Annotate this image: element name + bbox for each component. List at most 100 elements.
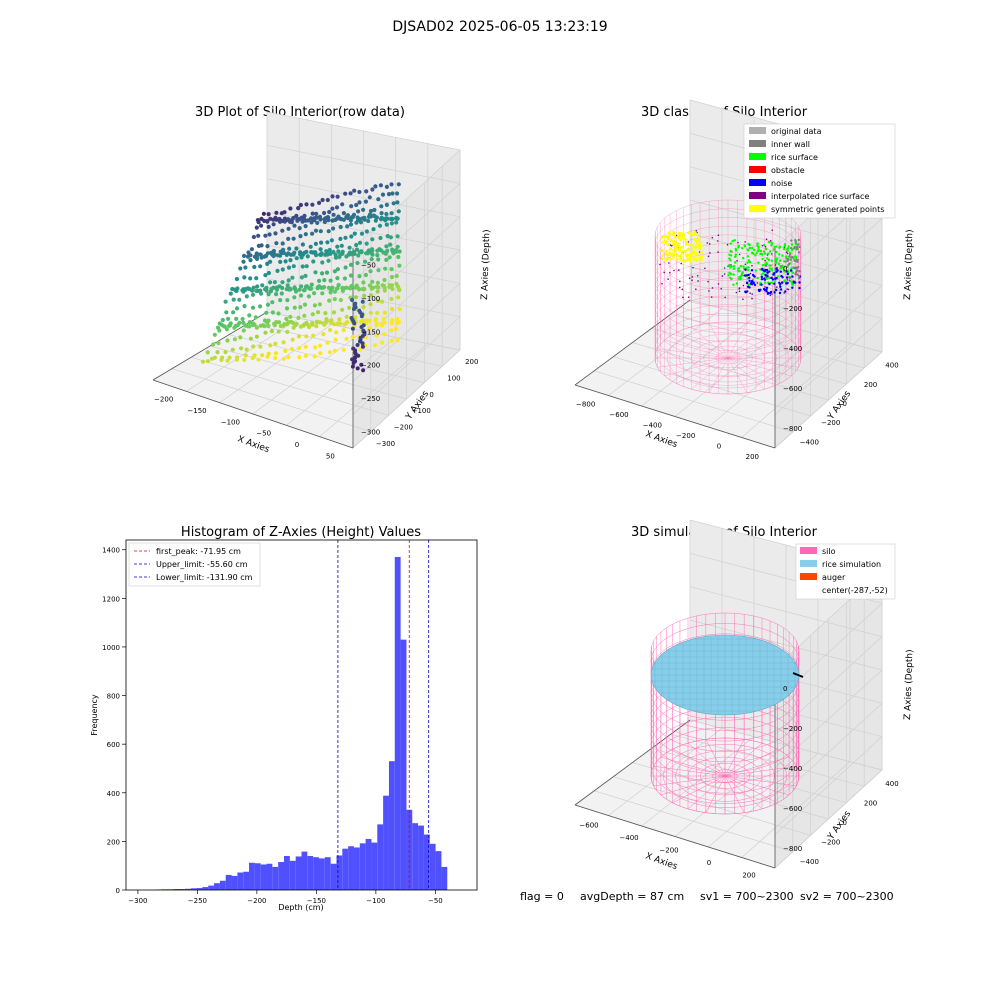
rice-surface-point <box>732 273 735 276</box>
raw-data-point <box>376 257 381 262</box>
raw-data-point <box>262 318 268 323</box>
rice-surface-point <box>747 266 750 269</box>
raw-data-point <box>286 217 291 222</box>
raw-data-point <box>383 266 388 271</box>
raw-data-point <box>360 299 365 304</box>
histogram-bar <box>179 889 185 890</box>
rice-surface-point <box>732 265 736 268</box>
raw-data-point <box>278 259 283 264</box>
inner-wall-point <box>786 257 789 261</box>
raw-data-point <box>286 278 291 283</box>
raw-data-point <box>338 321 343 326</box>
raw-data-point <box>317 284 322 289</box>
panel-histogram: Histogram of Z-Axies (Height) Values −30… <box>90 525 478 912</box>
rice-surface-point <box>737 269 740 272</box>
raw-data-point <box>357 200 362 205</box>
axis-line <box>152 379 354 449</box>
raw-data-point <box>291 264 296 269</box>
z-tick-label: −250 <box>361 395 380 403</box>
raw-data-point <box>374 321 379 326</box>
raw-data-point <box>288 252 294 257</box>
interpolated-point <box>771 293 773 295</box>
raw-data-point <box>326 229 331 234</box>
inner-wall-point <box>797 274 801 278</box>
raw-data-point <box>395 321 400 326</box>
raw-data-point <box>370 279 375 284</box>
auger-marker <box>792 672 804 678</box>
raw-data-point <box>223 299 228 304</box>
x-tick-label: 0 <box>717 442 721 450</box>
rice-surface-point <box>767 258 771 262</box>
raw-data-point <box>351 307 356 311</box>
raw-data-point <box>371 227 376 232</box>
inner-wall-point <box>795 248 798 251</box>
raw-data-point <box>254 334 259 339</box>
interpolated-point <box>679 280 681 283</box>
raw-data-point <box>254 251 259 256</box>
rice-surface-point <box>748 243 751 247</box>
noise-point <box>750 282 753 286</box>
raw-data-point <box>297 226 302 231</box>
rice-surface-point <box>763 243 766 247</box>
histogram-bar <box>359 843 366 890</box>
rice-surface-point <box>739 274 743 278</box>
raw-data-point <box>329 318 334 323</box>
interpolated-point <box>769 239 772 242</box>
raw-data-point <box>332 297 337 302</box>
raw-data-point <box>270 252 275 257</box>
raw-data-point <box>388 216 393 222</box>
y-tick-label: 400 <box>885 362 898 370</box>
histogram-bar <box>173 889 180 890</box>
histogram-bar <box>301 851 308 890</box>
legend-swatch <box>749 205 766 212</box>
raw-data-point <box>277 284 282 289</box>
legend-label: silo <box>822 547 836 556</box>
raw-data-point <box>345 213 350 218</box>
noise-point <box>772 273 775 276</box>
rice-surface-point <box>728 263 731 267</box>
histogram-bar <box>214 883 220 890</box>
symmetric-point <box>666 243 670 247</box>
raw-data-point <box>350 364 355 369</box>
symmetric-point <box>675 257 679 261</box>
raw-data-point <box>281 340 286 345</box>
raw-data-point <box>354 283 359 288</box>
raw-data-point <box>231 297 236 302</box>
symmetric-point <box>679 235 683 239</box>
raw-data-point <box>350 298 355 302</box>
histogram-bar <box>348 846 354 890</box>
symmetric-point <box>684 238 687 241</box>
inner-wall-point <box>796 258 799 261</box>
symmetric-point <box>695 241 699 245</box>
raw-data-point <box>237 320 242 325</box>
noise-point <box>791 286 794 289</box>
interpolated-point <box>691 276 694 278</box>
raw-data-point <box>348 191 353 196</box>
raw-data-point <box>250 305 256 310</box>
noise-point <box>786 272 790 276</box>
raw-data-point <box>226 316 231 321</box>
raw-data-point <box>343 191 348 196</box>
y-tick-label: 600 <box>107 741 120 749</box>
symmetric-point <box>697 236 701 240</box>
inner-wall-point <box>794 271 798 274</box>
symmetric-point <box>681 249 685 253</box>
histogram-bar <box>365 838 372 890</box>
raw-data-point <box>366 248 371 253</box>
interpolated-point <box>717 283 720 285</box>
raw-data-point <box>297 355 302 360</box>
legend-swatch <box>800 573 817 580</box>
noise-point <box>743 274 747 277</box>
y-tick-label: 200 <box>465 358 478 366</box>
noise-point <box>763 288 767 292</box>
raw-data-point <box>284 316 289 321</box>
noise-point <box>779 288 783 291</box>
raw-data-point <box>326 215 331 220</box>
silo-floor-spoke <box>724 742 763 777</box>
z-tick-label: −600 <box>783 385 802 393</box>
raw-data-point <box>327 209 332 215</box>
histogram-bar <box>284 855 290 890</box>
raw-data-point <box>349 204 354 209</box>
raw-data-point <box>265 251 270 256</box>
raw-data-point <box>274 210 279 215</box>
